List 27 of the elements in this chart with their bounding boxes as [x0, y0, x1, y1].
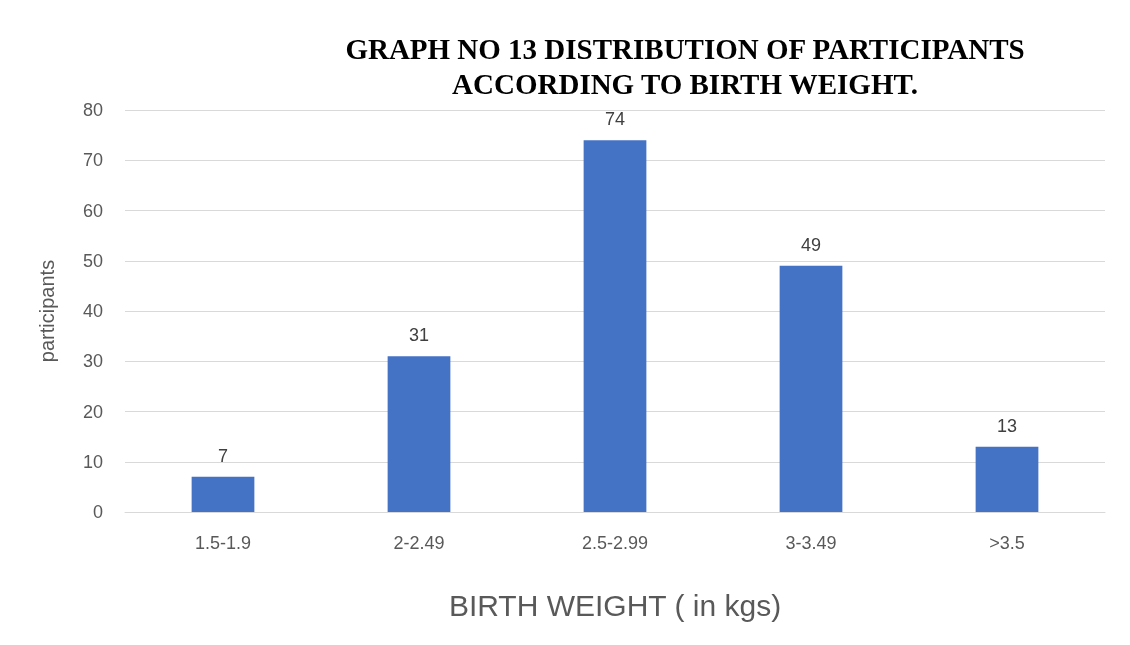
x-tick-label: 1.5-1.9	[194, 533, 252, 553]
data-label: 13	[996, 415, 1018, 436]
bar	[387, 356, 451, 512]
y-tick-label: 10	[82, 451, 103, 472]
data-label: 7	[217, 445, 229, 466]
y-axis-title: participants	[36, 259, 58, 363]
y-tick-label: 30	[82, 351, 103, 372]
y-tick-label: 40	[82, 301, 103, 321]
bar	[779, 265, 843, 512]
y-tick-label: 80	[82, 100, 103, 120]
data-label: 74	[604, 109, 626, 130]
data-label: 31	[408, 325, 430, 346]
bar	[583, 140, 647, 512]
x-axis-title: BIRTH WEIGHT ( in kgs)	[448, 588, 782, 622]
x-tick-label: 2-2.49	[393, 533, 445, 553]
y-tick-label: 50	[82, 250, 103, 271]
x-tick-label: >3.5	[989, 533, 1025, 553]
y-tick-label: 60	[82, 200, 103, 221]
chart-title: GRAPH NO 13 DISTRIBUTION OF PARTICIPANTS ACCORDING TO BIRTH WEIGHT.	[345, 32, 1025, 100]
y-tick-label: 20	[82, 401, 103, 422]
y-tick-label: 70	[82, 150, 103, 171]
x-tick-label: 2.5-2.99	[581, 533, 649, 553]
data-label: 49	[800, 234, 822, 255]
y-tick-label: 0	[92, 502, 103, 522]
bar	[975, 446, 1039, 512]
x-tick-label: 3-3.49	[785, 533, 837, 553]
bar	[191, 476, 255, 512]
